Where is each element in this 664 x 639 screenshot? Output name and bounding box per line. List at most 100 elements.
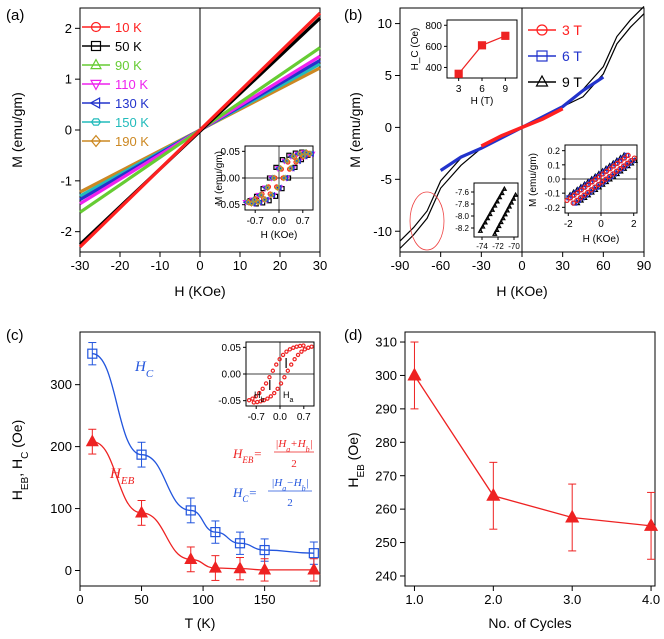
panel-c-y-tick-label: 300 xyxy=(50,377,72,392)
panel-d-series-line xyxy=(413,375,652,527)
panel-b-inset-hc-xlabel: H (T) xyxy=(471,96,494,107)
panel-d-x-tick-label: 2.0 xyxy=(484,592,502,607)
panel-b-highlight-ellipse xyxy=(409,191,445,251)
panel-d-point xyxy=(407,367,422,381)
panel-b-inset-zoom-point xyxy=(480,223,486,229)
panel-a-inset-x-tick-label: -0.7 xyxy=(247,216,265,227)
panel-c-inset-point xyxy=(292,356,297,362)
panel-c-inset-point xyxy=(282,375,287,380)
panel-a-inset: -0.7 0.0 0.7 0.05 0.00 -0.05 H (KOe) M (emu/g… xyxy=(214,145,316,241)
panel-c-inset-point xyxy=(263,381,269,386)
panel-c-point xyxy=(208,560,222,573)
panel-c-inset-point xyxy=(295,352,301,358)
panel-c-inset-point xyxy=(301,343,306,348)
panel-b-ylabel: M (emu/gm) xyxy=(347,92,363,167)
panel-b-inset-zoom-point xyxy=(494,198,500,204)
panel-b-inset-loop-y-tick-label: 0.1 xyxy=(547,160,560,170)
svg-text:HEB=: HEB= xyxy=(232,446,262,465)
panel-c-formula-c: HC= |Ha−Hb| 2 xyxy=(232,477,312,509)
panel-c-inset-point xyxy=(287,347,293,352)
panel-c-x-tick-label: 0 xyxy=(76,592,83,607)
panel-b-inset-zoom-point xyxy=(510,195,517,201)
panel-c-inset-point xyxy=(270,368,276,373)
panel-a-inset-point xyxy=(303,149,310,156)
panel-a-inset-point xyxy=(271,174,278,182)
panel-b-inset-loop-point xyxy=(582,184,588,190)
panel-b-inset-loop-point xyxy=(624,160,630,166)
panel-b-y-tick-label: -10 xyxy=(373,224,392,239)
panel-b-inset-hc-ylabel: H_C (Oe) xyxy=(410,28,421,71)
panel-d-y-tick-label: 300 xyxy=(375,368,397,383)
panel-b-x-tick-label: 60 xyxy=(596,258,610,273)
panel-b-inset-zoom-x-tick-label: -74 xyxy=(476,242,488,251)
panel-label-a: (a) xyxy=(6,7,24,24)
panel-a-legend-marker xyxy=(90,134,102,148)
panel-a-inset-x-tick-label: 0.7 xyxy=(296,216,310,227)
panel-b-inset-hc-y-tick-label: 400 xyxy=(425,63,442,74)
panel-b-inset-zoom-point xyxy=(484,215,491,221)
panel-b-inset-loop-point xyxy=(607,166,613,172)
panel-b-inset-loop-point xyxy=(614,160,620,166)
panel-a-legend-marker xyxy=(90,79,102,91)
panel-b-inset-zoom-point xyxy=(512,191,519,197)
panel-d-x-tick-label: 1.0 xyxy=(405,592,423,607)
panel-a-inset-ylabel: M (emu/gm) xyxy=(214,151,225,205)
panel-d-x-tick-label: 3.0 xyxy=(563,592,581,607)
panel-b-inset-loop-point xyxy=(584,189,591,196)
panel-b-inset-zoom-point xyxy=(492,202,498,208)
panel-b-inset-loop: -2 0 2 0.2 0.1 0.0 -0.1 -0.2 H (KOe) M (emu/gm) xyxy=(528,144,639,245)
panel-c-ylabel: HEB, HC (Oe) xyxy=(9,420,31,500)
panel-b-x-tick-label: -60 xyxy=(431,258,450,273)
panel-b-inset-loop-point xyxy=(599,179,605,185)
panel-b-inset-zoom-point xyxy=(496,223,502,229)
panel-a-inset-point xyxy=(252,196,258,204)
panel-b-inset-loop-point xyxy=(574,197,580,204)
panel-b-inset-hc-x-tick-label: 3 xyxy=(456,84,462,95)
panel-b-inset-zoom-y-tick-label: -7.6 xyxy=(455,188,469,197)
panel-c-series-line xyxy=(92,353,314,554)
panel-c-inset-hb-label: Hb xyxy=(254,390,265,404)
panel-b-inset-loop-point xyxy=(575,189,581,196)
panel-b-inset-loop-point xyxy=(577,195,583,201)
panel-a-inset-point xyxy=(297,150,303,158)
panel-b-inset-loop-point xyxy=(618,158,624,164)
panel-b-inset-zoom-point xyxy=(501,185,508,191)
panel-a-inset-point xyxy=(290,152,297,160)
panel-a-y-tick-label: -1 xyxy=(60,173,72,188)
panel-label-d: (d) xyxy=(344,327,362,344)
panel-b-inset-zoom-point xyxy=(487,211,493,217)
panel-b-inset-zoom-point xyxy=(506,203,513,209)
panel-c-point xyxy=(234,538,246,549)
panel-b-inset-zoom-point xyxy=(498,219,504,225)
panel-b-inset-loop-point xyxy=(621,155,628,161)
panel-c-y-tick-label: 100 xyxy=(50,501,72,516)
panel-b-inset-zoom: -74 -72 -70 -7.6 -7.8 -8.0 -8.2 xyxy=(455,182,520,251)
panel-a-inset-point xyxy=(248,200,255,207)
panel-b-inset-loop-point xyxy=(628,158,634,164)
panel-c-x-tick-label: 100 xyxy=(192,592,214,607)
panel-b-inset-zoom-point xyxy=(489,206,496,212)
panel-b-inset-loop-point xyxy=(570,200,576,206)
panel-b-inset-zoom-x-tick-label: -70 xyxy=(508,242,520,251)
panel-b-y-tick-label: -5 xyxy=(380,172,392,187)
panel-b-inset-hc-point xyxy=(477,41,487,50)
panel-b-inset-zoom-point xyxy=(494,226,500,232)
panel-d-y-tick-label: 310 xyxy=(375,335,397,350)
panel-d-x-tick-label: 4.0 xyxy=(642,592,660,607)
panel-a-x-tick-label: 0 xyxy=(196,258,203,273)
panel-c-inset-y-tick-label: 0.05 xyxy=(222,343,242,354)
panel-b-inset-loop-point xyxy=(610,171,616,177)
panel-a-legend-marker xyxy=(89,97,101,109)
panel-b-inset-loop-point xyxy=(581,192,587,198)
panel-c-inset-x-tick-label: 0.7 xyxy=(297,412,311,423)
panel-b-inset-loop-x-tick-label: 0 xyxy=(598,219,604,230)
panel-d-frame xyxy=(404,331,656,587)
panel-a-legend-label: 90 K xyxy=(115,58,142,73)
panel-a-inset-point xyxy=(300,152,306,160)
panel-b-y-tick-label: 10 xyxy=(378,16,392,31)
panel-b-x-tick-label: -30 xyxy=(472,258,491,273)
panel-d-y-tick-label: 260 xyxy=(375,502,397,517)
panel-a-y-tick-label: 0 xyxy=(65,123,72,138)
panel-b-inset-loop-point xyxy=(631,155,637,161)
